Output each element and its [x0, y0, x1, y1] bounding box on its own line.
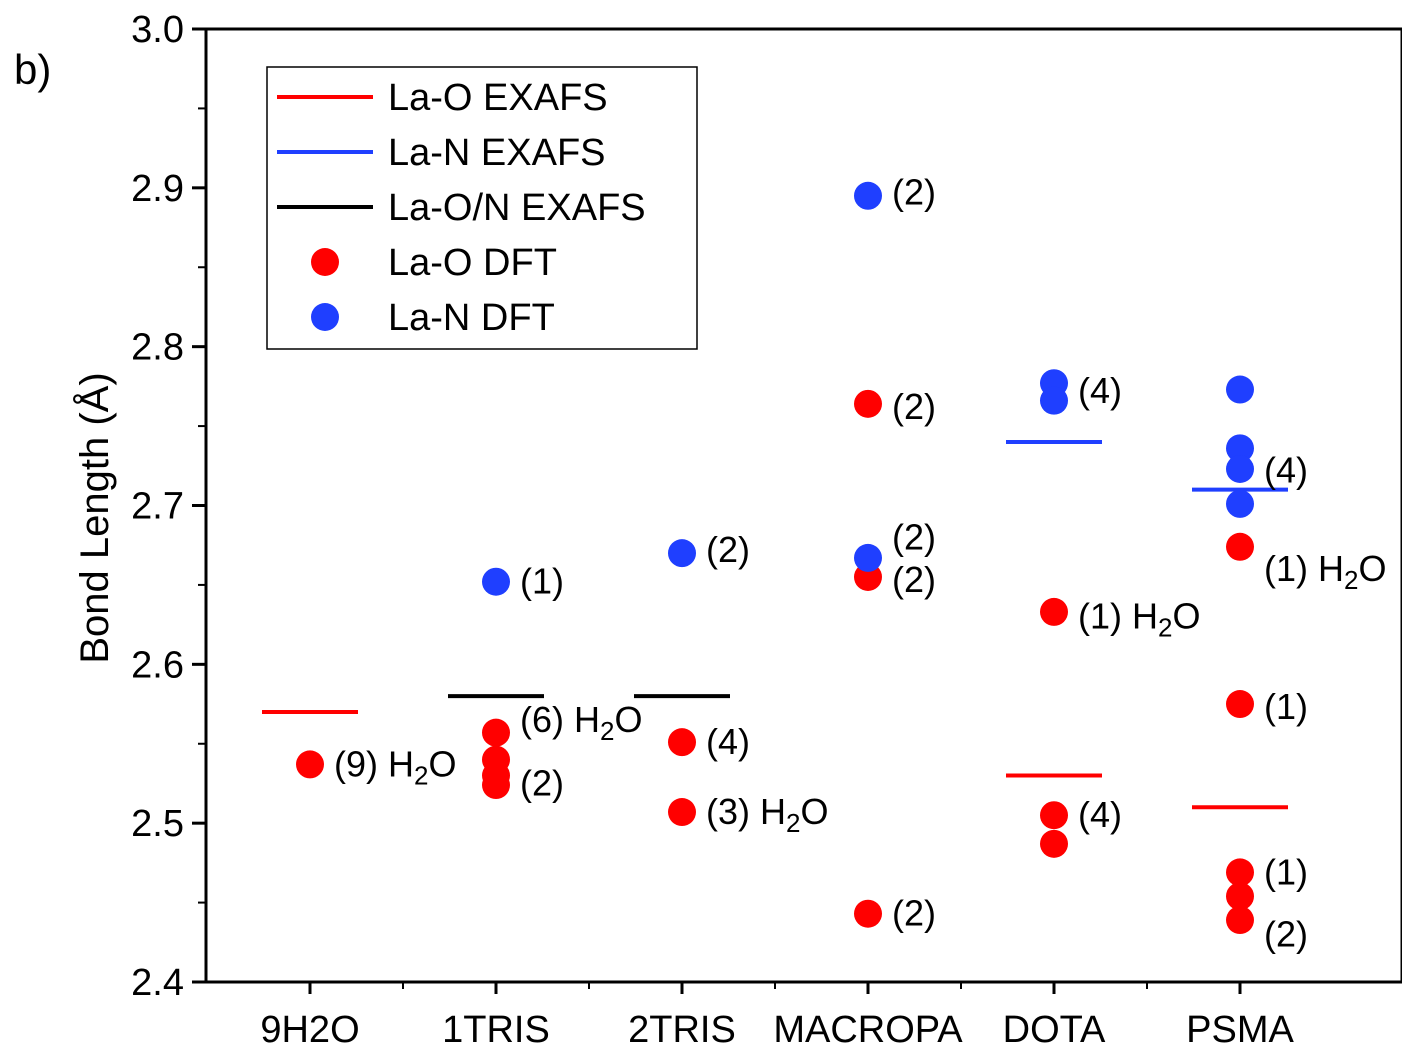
- y-tick-label: 2.9: [131, 168, 184, 210]
- legend-swatch-dot: [311, 303, 339, 331]
- point-annotation: (2): [892, 893, 936, 934]
- point-annotation: (4): [1078, 370, 1122, 411]
- dft-point-1tris: [482, 771, 510, 800]
- x-tick-label: MACROPA: [773, 1009, 963, 1051]
- dft-point-macropa: [854, 389, 882, 418]
- dft-point-1tris: [482, 567, 510, 596]
- point-annotation: (1): [520, 561, 564, 602]
- dft-point-psma: [1226, 882, 1254, 911]
- dft-point-macropa: [854, 543, 882, 572]
- dft-point-macropa: [854, 181, 882, 210]
- dft-point-dota: [1040, 829, 1068, 858]
- point-annotation: (9) H2O: [334, 743, 456, 790]
- x-tick-label: 2TRIS: [628, 1009, 736, 1051]
- dft-point-2tris: [668, 728, 696, 757]
- dft-point-1tris: [482, 718, 510, 747]
- y-tick-label: 2.6: [131, 644, 184, 686]
- point-annotation: (4): [1264, 450, 1308, 491]
- dft-point-2tris: [668, 539, 696, 568]
- point-annotation: (2): [892, 516, 936, 557]
- dft-point-macropa: [854, 899, 882, 928]
- point-annotation: (2): [520, 762, 564, 803]
- dft-point-dota: [1040, 801, 1068, 830]
- point-annotation: (1) H2O: [1078, 596, 1200, 643]
- x-tick-label: DOTA: [1003, 1009, 1106, 1051]
- dft-point-psma: [1226, 489, 1254, 518]
- point-annotation: (1): [1264, 851, 1308, 892]
- dft-point-psma: [1226, 906, 1254, 935]
- x-tick-label: 9H2O: [260, 1009, 359, 1051]
- y-tick-label: 2.8: [131, 327, 184, 369]
- point-annotation: (1) H2O: [1264, 548, 1386, 595]
- legend: La-O EXAFS La-N EXAFS La-O/N EXAFS La-O DFT…: [266, 66, 698, 350]
- dft-point-psma: [1226, 690, 1254, 719]
- y-tick-label: 2.7: [131, 486, 184, 528]
- x-tick-label: PSMA: [1186, 1009, 1294, 1051]
- dft-point-2tris: [668, 798, 696, 827]
- legend-label: La-N EXAFS: [388, 132, 606, 174]
- legend-swatch-dot: [311, 248, 339, 276]
- plot-frame: [204, 27, 1402, 984]
- y-tick-label: 3.0: [131, 9, 184, 51]
- legend-label: La-N DFT: [388, 297, 555, 339]
- dft-point-psma: [1226, 858, 1254, 887]
- point-annotation: (3) H2O: [706, 791, 828, 838]
- legend-label: La-O EXAFS: [388, 77, 608, 119]
- dft-point-9h2o: [296, 750, 324, 779]
- point-annotation: (2): [1264, 913, 1308, 954]
- point-annotation: (2): [892, 172, 936, 213]
- dft-point-psma: [1226, 532, 1254, 561]
- point-annotation: (2): [706, 529, 750, 570]
- dft-point-psma: [1226, 454, 1254, 483]
- point-annotation: (4): [706, 721, 750, 762]
- plot-area: 2.4 2.5 2.6 2.7 2.8 2.9 3.0 9H2O 1TRIS 2TRIS MACRO…: [131, 9, 1386, 1051]
- point-annotation: (2): [892, 386, 936, 427]
- y-tick-label: 2.5: [131, 803, 184, 845]
- point-annotation: (6) H2O: [520, 699, 642, 746]
- point-annotation: (4): [1078, 794, 1122, 835]
- legend-label: La-O DFT: [388, 242, 557, 284]
- point-annotation: (1): [1264, 686, 1308, 727]
- dft-point-psma: [1226, 375, 1254, 404]
- legend-label: La-O/N EXAFS: [388, 187, 646, 229]
- dft-point-dota: [1040, 386, 1068, 415]
- y-tick-label: 2.4: [131, 962, 184, 1004]
- point-annotation: (2): [892, 559, 936, 600]
- dft-point-dota: [1040, 597, 1068, 626]
- dft-point-psma: [1226, 434, 1254, 463]
- y-axis-label: Bond Length (Å): [72, 372, 117, 663]
- x-tick-label: 1TRIS: [442, 1009, 550, 1051]
- panel-label: b): [14, 46, 51, 93]
